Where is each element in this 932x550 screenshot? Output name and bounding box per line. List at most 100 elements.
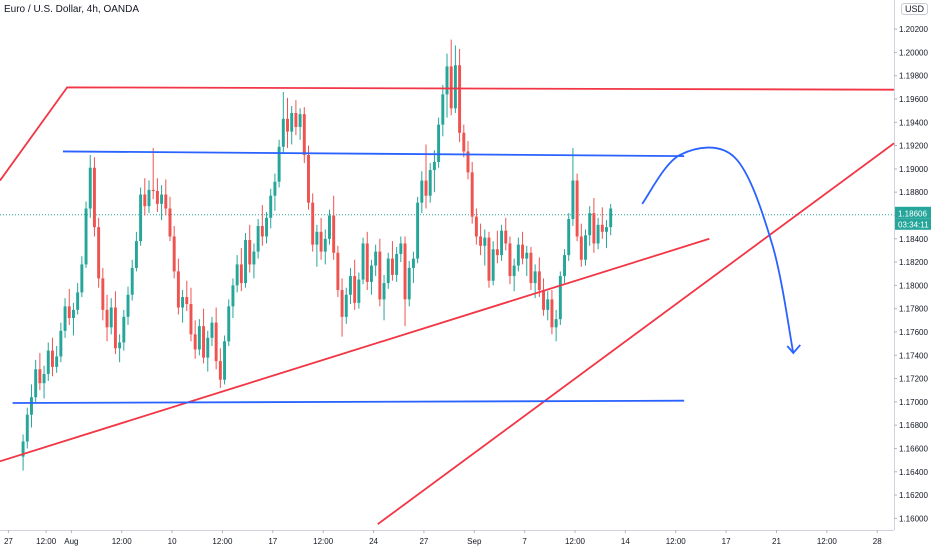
candle-body xyxy=(403,243,407,300)
candle-body xyxy=(260,225,264,237)
candle-body xyxy=(88,167,92,209)
last-price-label: 1.18606 xyxy=(898,209,927,218)
x-tick-label: 24 xyxy=(369,537,378,546)
candle-body xyxy=(592,213,596,244)
candle-body xyxy=(382,283,386,300)
candle-body xyxy=(143,194,147,207)
candle-body xyxy=(512,265,516,277)
candle-body xyxy=(302,114,306,155)
candle-body xyxy=(336,252,340,291)
candle-body xyxy=(101,278,105,310)
candle-body xyxy=(290,112,294,132)
candle-body xyxy=(378,251,382,300)
candle-body xyxy=(193,334,197,350)
candle-body xyxy=(323,238,327,252)
x-tick-label: 12:00 xyxy=(565,537,586,546)
candle-body xyxy=(231,285,235,307)
candle-body xyxy=(441,94,445,125)
x-tick-label: 12:00 xyxy=(313,537,334,546)
candle-body xyxy=(218,361,222,380)
x-tick-label: Aug xyxy=(64,537,78,546)
candle-body xyxy=(500,230,504,256)
y-tick-label: 1.18800 xyxy=(899,188,928,197)
candle-body xyxy=(508,243,512,277)
candle-body xyxy=(600,224,604,232)
candle-body xyxy=(344,294,348,317)
candle-body xyxy=(571,180,575,219)
candle-body xyxy=(311,202,315,245)
candle-body xyxy=(395,253,399,275)
candle-body xyxy=(281,118,285,147)
candle-body xyxy=(214,322,218,362)
y-tick-label: 1.17800 xyxy=(899,305,928,314)
candle-body xyxy=(407,267,411,300)
candle-body xyxy=(411,258,415,268)
candle-body xyxy=(491,249,495,281)
candle-body xyxy=(181,297,185,308)
candle-body xyxy=(332,215,336,253)
candle-body xyxy=(533,271,537,284)
x-tick-label: 27 xyxy=(419,537,428,546)
candle-body xyxy=(361,243,365,280)
x-tick-label: 28 xyxy=(873,537,882,546)
candle-body xyxy=(294,112,298,127)
candle-body xyxy=(609,208,613,228)
y-tick-label: 1.16000 xyxy=(899,514,928,523)
candle-body xyxy=(474,216,478,237)
candle-body xyxy=(483,237,487,246)
candle-body xyxy=(71,309,75,318)
candle-body xyxy=(369,265,373,282)
candle-body xyxy=(84,208,88,265)
candle-body xyxy=(273,181,277,196)
candle-body xyxy=(197,326,201,350)
candle-body xyxy=(122,316,126,343)
candle-body xyxy=(223,341,227,380)
candle-body xyxy=(521,244,525,259)
y-tick-label: 1.16600 xyxy=(899,444,928,453)
x-tick-label: 14 xyxy=(621,537,630,546)
candle-body xyxy=(504,230,508,244)
y-tick-label: 1.16400 xyxy=(899,468,928,477)
candle-body xyxy=(516,244,520,266)
candle-body xyxy=(328,215,331,239)
candle-body xyxy=(185,297,189,305)
candle-body xyxy=(252,251,256,265)
candle-body xyxy=(109,307,113,328)
candle-body xyxy=(256,225,260,252)
last-price-badge xyxy=(895,206,931,219)
blue-resistance xyxy=(62,150,685,157)
candle-body xyxy=(227,306,231,342)
x-tick-label: 12:00 xyxy=(36,537,57,546)
candle-body xyxy=(50,350,54,367)
candle-body xyxy=(160,194,164,204)
candle-body xyxy=(21,441,25,457)
candle-body xyxy=(202,326,206,358)
y-tick-label: 1.17600 xyxy=(899,328,928,337)
candle-body xyxy=(357,279,361,303)
candle-body xyxy=(353,276,357,303)
candle-body xyxy=(495,249,499,256)
candle-body xyxy=(458,65,462,133)
x-tick-label: 27 xyxy=(4,537,13,546)
candle-body xyxy=(176,271,180,308)
currency-label[interactable]: USD xyxy=(900,3,928,15)
candle-body xyxy=(462,132,466,152)
blue-support xyxy=(12,399,685,404)
candle-body xyxy=(575,180,579,237)
x-tick-label: 10 xyxy=(168,537,177,546)
candle-body xyxy=(525,252,529,259)
candle-body xyxy=(118,342,122,349)
chart-title: Euro / U.S. Dollar, 4h, OANDA xyxy=(4,4,140,15)
candle-body xyxy=(529,252,533,284)
candle-body xyxy=(130,267,134,295)
candle-body xyxy=(92,167,96,228)
candle-body xyxy=(164,194,168,209)
candle-body xyxy=(428,170,432,196)
candle-body xyxy=(42,373,46,384)
y-tick-label: 1.17000 xyxy=(899,398,928,407)
y-tick-label: 1.17200 xyxy=(899,375,928,384)
candle-body xyxy=(126,294,130,317)
y-tick-label: 1.19400 xyxy=(899,118,928,127)
